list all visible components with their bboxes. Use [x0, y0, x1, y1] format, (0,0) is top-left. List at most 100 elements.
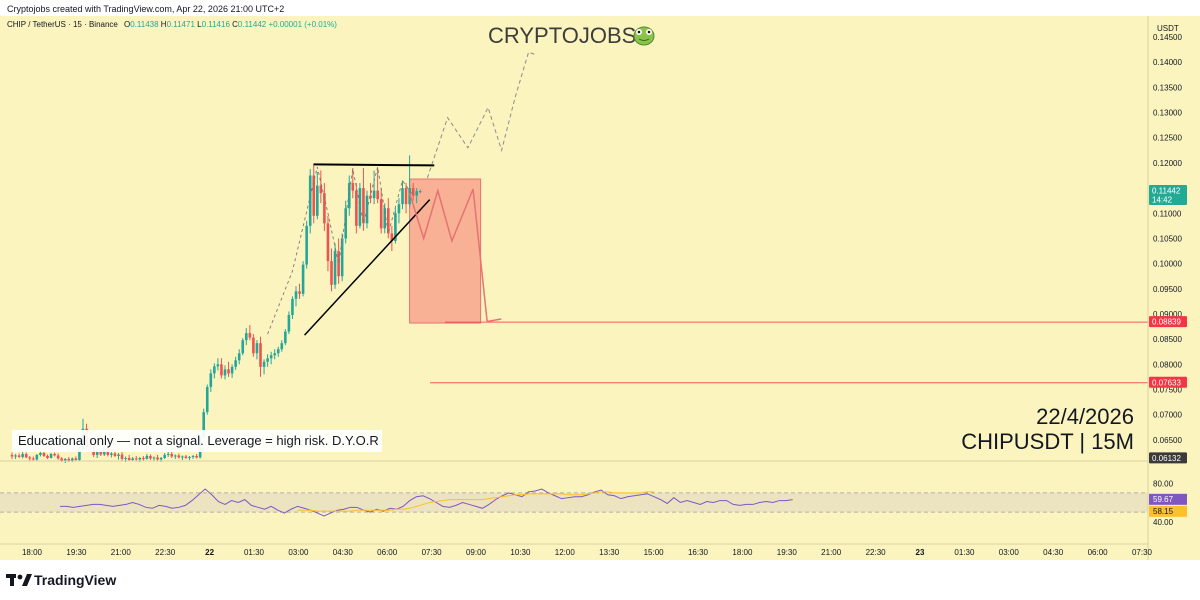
candle — [234, 360, 237, 367]
rsi-tick-label: 80.00 — [1153, 479, 1174, 488]
price-label: 0.07633 — [1152, 378, 1181, 387]
candle — [163, 454, 166, 458]
x-tick-label: 06:00 — [377, 548, 398, 557]
candle — [326, 223, 330, 262]
candle — [127, 457, 131, 460]
rsi-tick-label: 40.00 — [1153, 518, 1174, 527]
candle — [305, 225, 308, 265]
candle — [131, 458, 134, 460]
candle — [230, 366, 234, 374]
candle — [294, 291, 298, 299]
y-tick-label: 0.08000 — [1153, 360, 1182, 369]
rsi-ma-value-box — [1149, 505, 1187, 517]
disclaimer-box — [12, 430, 382, 452]
candle — [124, 457, 127, 459]
candle — [237, 353, 241, 361]
candle — [71, 458, 74, 462]
candle — [276, 349, 280, 354]
candle — [46, 455, 49, 458]
currency-label: USDT — [1157, 24, 1179, 33]
frog-emoji-icon — [633, 26, 655, 46]
target-zone — [409, 178, 482, 324]
candle — [394, 213, 397, 241]
price-label: 0.06132 — [1152, 454, 1181, 463]
candle — [166, 453, 170, 455]
candle — [227, 369, 230, 374]
bearish-projection — [408, 187, 502, 323]
candle — [95, 450, 99, 455]
y-tick-label: 0.09000 — [1153, 310, 1182, 319]
y-tick-label: 0.12000 — [1153, 159, 1182, 168]
candle — [14, 455, 17, 457]
x-tick-label: 22:30 — [155, 548, 176, 557]
candle — [209, 373, 213, 387]
candle — [177, 455, 181, 458]
candle — [74, 458, 78, 460]
x-tick-label: 03:00 — [288, 548, 309, 557]
candle — [152, 457, 156, 459]
candle — [220, 364, 223, 376]
candle — [316, 185, 319, 216]
x-tick-label: 15:00 — [644, 548, 665, 557]
price-label-box — [1149, 376, 1187, 388]
candle — [78, 448, 81, 460]
candle — [223, 369, 227, 376]
candle — [21, 453, 24, 457]
x-tick-label: 03:00 — [999, 548, 1020, 557]
candle — [170, 453, 174, 457]
candle — [159, 457, 163, 460]
candle — [149, 455, 152, 459]
y-tick-label: 0.14000 — [1153, 58, 1182, 67]
candle — [372, 190, 376, 199]
candle — [252, 337, 255, 354]
y-tick-label: 0.09500 — [1153, 285, 1182, 294]
y-tick-label: 0.07000 — [1153, 411, 1182, 420]
rsi-ma-value-label: 58.15 — [1153, 507, 1174, 516]
candle — [145, 455, 149, 459]
price-label-box — [1149, 452, 1187, 464]
y-tick-label: 0.10000 — [1153, 260, 1182, 269]
candle — [340, 238, 344, 277]
overlay-date: 22/4/2026 — [1036, 404, 1134, 429]
chart-area[interactable]: 0.14500 0.14000 0.13500 0.13000 0.12500 0.120… — [0, 16, 1200, 560]
y-tick-label: 0.13000 — [1153, 109, 1182, 118]
candle — [110, 453, 113, 455]
candle — [355, 190, 358, 226]
y-tick-label: 0.13500 — [1153, 83, 1182, 92]
y-tick-label: 0.12500 — [1153, 134, 1182, 143]
candle — [351, 183, 355, 191]
attribution-line: Cryptojobs created with TradingView.com,… — [7, 4, 285, 14]
x-tick-label: 06:00 — [1088, 548, 1109, 557]
x-tick-label: 19:30 — [777, 548, 798, 557]
candle — [191, 455, 195, 457]
x-tick-label: 12:00 — [555, 548, 576, 557]
candle — [408, 188, 411, 205]
candle — [248, 333, 252, 338]
candle — [323, 193, 326, 224]
price-label-countdown: 14:42 — [1152, 196, 1173, 205]
candle — [117, 454, 120, 456]
x-tick-label: 13:30 — [599, 548, 620, 557]
candle — [49, 453, 53, 458]
candle — [273, 353, 276, 356]
x-tick-label: 22:30 — [866, 548, 887, 557]
candle — [308, 175, 312, 226]
price-label: 0.11442 — [1152, 187, 1181, 196]
candle — [134, 458, 138, 460]
disclaimer-text: Educational only — not a signal. Leverag… — [18, 433, 380, 448]
candle — [35, 454, 39, 460]
candle — [99, 450, 103, 455]
candle — [245, 333, 248, 341]
candle — [241, 340, 245, 354]
candle — [379, 199, 383, 229]
candle — [415, 191, 418, 196]
rsi-band — [0, 492, 1148, 513]
x-tick-label: 23 — [916, 548, 925, 557]
candle — [397, 204, 401, 214]
candle — [376, 190, 379, 200]
candle — [120, 454, 124, 459]
candle — [60, 458, 63, 461]
candle — [28, 457, 32, 459]
chart-svg[interactable]: 0.14500 0.14000 0.13500 0.13000 0.12500 0.120… — [0, 16, 1200, 560]
candle — [330, 261, 333, 285]
